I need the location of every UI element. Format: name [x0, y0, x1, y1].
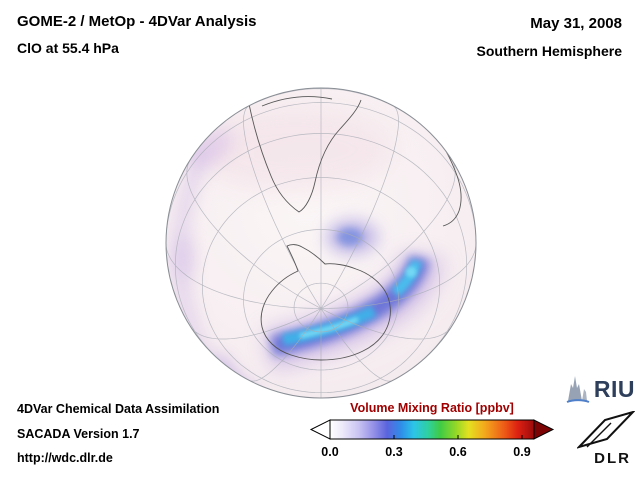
coast-south-america	[248, 99, 362, 213]
clo-peak-spot	[405, 266, 417, 278]
dlr-logo: DLR	[571, 411, 635, 467]
colorbar-right-arrow	[533, 419, 555, 440]
colorbar-tick-0: 0.0	[321, 445, 338, 459]
figure-title: GOME-2 / MetOp - 4DVar Analysis	[17, 13, 257, 30]
clo-faint-wash	[200, 108, 390, 192]
figure-region: Southern Hemisphere	[476, 43, 622, 59]
colorbar-gradient-bar	[329, 419, 535, 440]
colorbar-left-arrow	[309, 419, 331, 440]
footer-assimilation: 4DVar Chemical Data Assimilation	[17, 402, 220, 416]
dlr-emblem-icon	[577, 411, 635, 449]
footer-version: SACADA Version 1.7	[17, 427, 140, 441]
colorbar-tick-3: 0.9	[513, 445, 530, 459]
coast-south-america-north	[261, 96, 333, 107]
riu-logo-label: RIU	[593, 375, 635, 402]
riu-cathedral-icon	[566, 376, 590, 403]
dlr-logo-label: DLR	[594, 450, 631, 467]
colorbar-tick-marks	[393, 435, 523, 439]
colorbar-tick-1: 0.3	[385, 445, 402, 459]
riu-logo: RIU	[565, 374, 635, 404]
footer-url: http://wdc.dlr.de	[17, 451, 113, 465]
colorbar-tick-labels: 0.0 0.3 0.6 0.9	[321, 445, 530, 459]
figure-date: May 31, 2008	[530, 15, 622, 32]
coastlines	[248, 96, 462, 361]
colorbar-tick-2: 0.6	[449, 445, 466, 459]
clo-crescent-peak	[299, 316, 360, 339]
colorbar-title: Volume Mixing Ratio [ppbv]	[350, 401, 514, 415]
figure-subtitle: ClO at 55.4 hPa	[17, 40, 119, 56]
globe-limb	[165, 87, 477, 399]
coast-antarctica	[260, 244, 391, 361]
